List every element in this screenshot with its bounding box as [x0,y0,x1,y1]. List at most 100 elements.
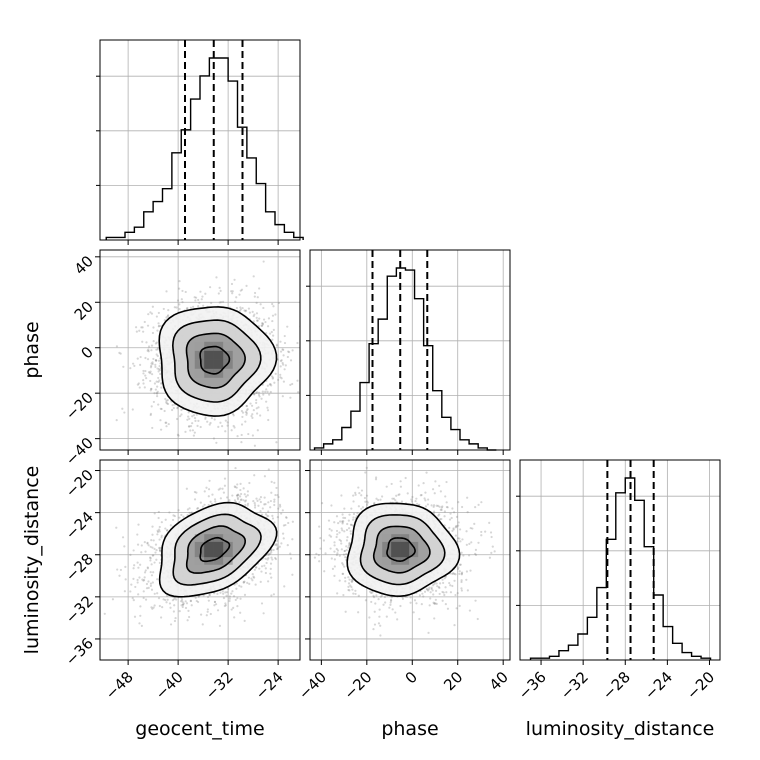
scatter-point [149,370,152,373]
scatter-point [258,498,261,501]
scatter-point [267,515,270,518]
scatter-point [206,420,209,423]
scatter-point [255,407,258,410]
scatter-point [135,330,138,333]
scatter-point [194,296,198,299]
scatter-point [161,606,164,609]
density-bin [213,359,224,369]
scatter-point [187,411,190,414]
scatter-point [263,564,266,567]
scatter-point [188,507,191,510]
scatter-point [184,606,188,610]
scatter-point [281,509,284,512]
scatter-point [206,595,210,599]
scatter-point [207,495,210,498]
scatter-point [158,365,161,368]
scatter-point [268,332,272,335]
scatter-point [149,311,152,314]
scatter-point [181,603,185,606]
scatter-point [244,495,248,498]
scatter-point [142,372,145,375]
scatter-point [137,566,140,569]
scatter-point [304,354,306,356]
panel-frame [99,249,301,451]
scatter-point [134,585,137,589]
scatter-point [142,596,145,600]
scatter-point [252,499,255,503]
scatter-point [157,370,160,373]
scatter-point [155,359,158,362]
scatter-point [239,289,242,292]
scatter-point [262,612,265,615]
scatter-point [155,353,158,356]
scatter-point [196,507,200,510]
scatter-point [241,411,245,414]
scatter-point [111,598,115,601]
scatter-point [159,550,162,553]
scatter-point [155,341,158,344]
scatter-point [267,553,270,556]
scatter-point [160,386,163,389]
scatter-point [176,299,180,302]
scatter-point [279,359,282,363]
scatter-point [156,592,159,595]
scatter-point [151,373,154,376]
scatter-point [219,591,222,594]
scatter-point [151,362,154,366]
scatter-point [266,390,269,393]
scatter-point [213,418,216,421]
scatter-point [262,393,265,396]
scatter-point [197,595,200,598]
scatter-point [204,417,207,420]
scatter-point [173,306,176,309]
scatter-point [239,488,242,492]
scatter-point [205,614,208,617]
scatter-point [261,322,265,325]
scatter-point [133,564,136,567]
scatter-point [246,581,249,585]
scatter-point [153,392,156,395]
scatter-point [193,296,196,299]
scatter-point [199,290,202,293]
scatter-point [201,623,204,626]
scatter-point [156,348,159,351]
scatter-point [257,504,260,507]
scatter-point [136,383,139,386]
scatter-point [223,604,226,608]
scatter-point [139,355,142,359]
scatter-point [145,341,148,344]
scatter-point [144,598,148,601]
scatter-point [118,351,121,354]
density-bin [204,359,214,369]
scatter-point [166,402,170,406]
scatter-point [242,580,245,584]
scatter-point [283,334,286,338]
scatter-point [259,580,262,583]
scatter-point [158,324,161,327]
scatter-point [255,301,258,304]
scatter-point [280,359,283,362]
scatter-point [145,587,149,590]
scatter-point [124,578,127,581]
scatter-point [193,498,197,501]
scatter-point [160,521,163,524]
scatter-point [219,289,222,292]
scatter-point [239,495,242,498]
scatter-point [150,349,153,352]
scatter-point [246,490,249,493]
scatter-point [158,538,161,541]
scatter-point [230,592,233,595]
scatter-point [142,579,145,582]
scatter-point [280,512,283,515]
scatter-point [233,499,237,502]
scatter-point [216,609,220,612]
scatter-point [150,312,154,315]
scatter-point [151,533,154,536]
scatter-point [136,581,139,584]
scatter-point [286,325,289,328]
scatter-point [188,615,191,619]
scatter-point [182,515,185,518]
scatter-point [156,578,159,581]
scatter-point [201,295,204,298]
scatter-point [279,505,282,508]
